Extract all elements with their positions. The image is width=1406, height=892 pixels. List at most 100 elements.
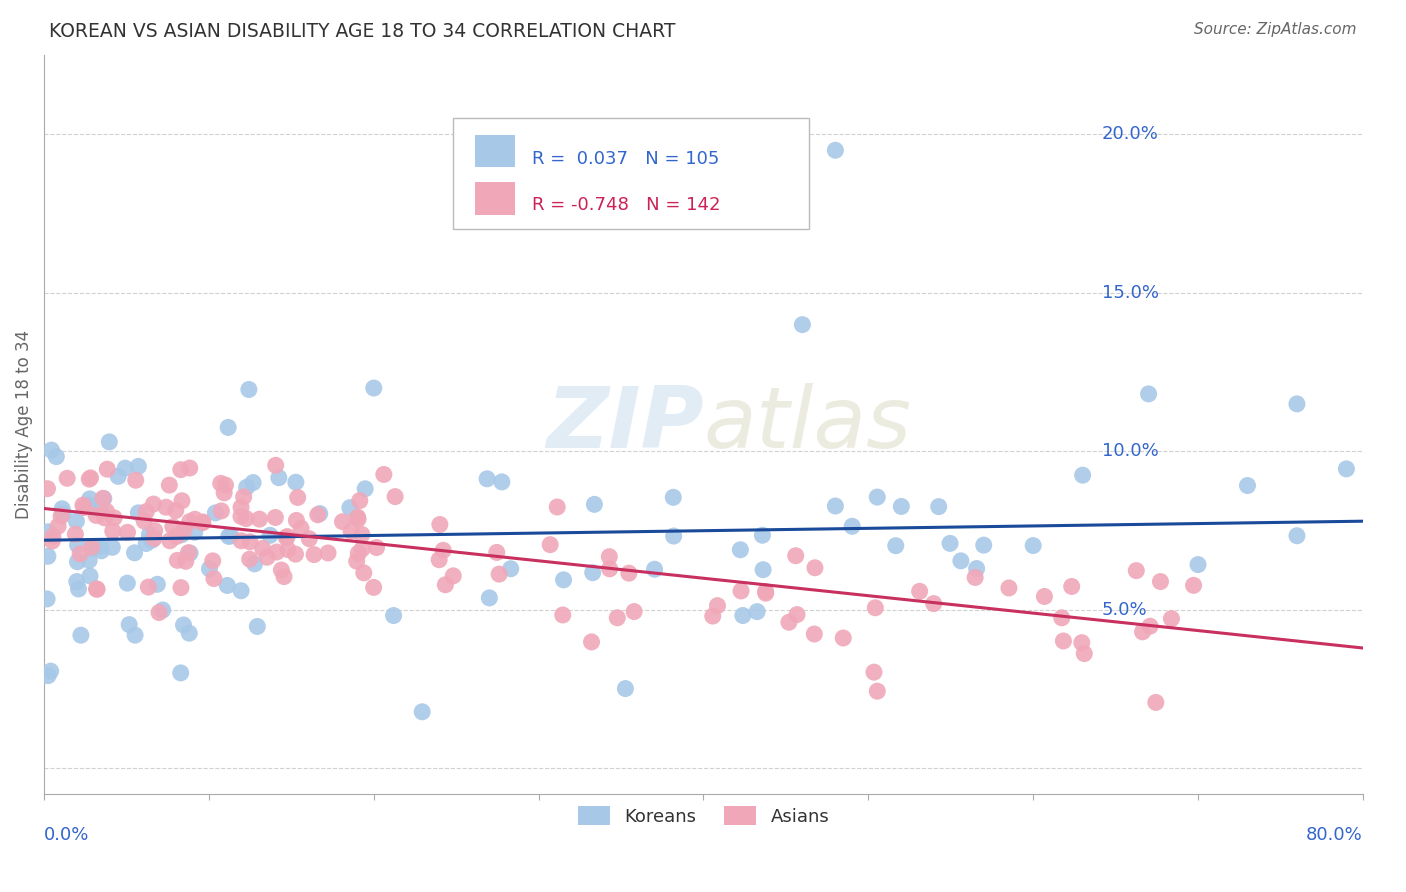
Asians xyxy=(441,569,464,583)
Asians xyxy=(135,504,157,518)
Asians xyxy=(173,523,195,537)
Koreans xyxy=(93,491,115,506)
Asians xyxy=(143,524,166,538)
Koreans xyxy=(229,583,252,598)
Asians xyxy=(346,554,368,568)
Asians xyxy=(170,463,193,477)
Koreans xyxy=(731,608,754,623)
Asians xyxy=(266,545,288,559)
Asians xyxy=(363,581,385,595)
Asians xyxy=(346,510,368,524)
Asians xyxy=(103,510,125,524)
FancyBboxPatch shape xyxy=(475,135,515,167)
FancyBboxPatch shape xyxy=(453,118,808,228)
Text: 80.0%: 80.0% xyxy=(1306,825,1362,844)
Asians xyxy=(159,533,181,548)
Koreans xyxy=(884,539,907,553)
Asians xyxy=(41,533,63,548)
Asians xyxy=(350,527,373,541)
Asians xyxy=(232,490,254,504)
Koreans xyxy=(939,536,962,550)
Asians xyxy=(65,527,87,541)
Asians xyxy=(1182,578,1205,592)
Koreans xyxy=(553,573,575,587)
Koreans xyxy=(173,618,195,632)
Asians xyxy=(434,578,457,592)
Asians xyxy=(702,609,724,624)
Asians xyxy=(598,549,620,564)
Asians xyxy=(1125,564,1147,578)
Asians xyxy=(69,547,91,561)
Koreans xyxy=(730,542,752,557)
Asians xyxy=(256,550,278,565)
Asians xyxy=(922,597,945,611)
Koreans xyxy=(662,491,685,505)
Asians xyxy=(866,684,889,698)
Asians xyxy=(229,509,252,524)
Asians xyxy=(134,514,156,528)
Asians xyxy=(581,635,603,649)
Koreans xyxy=(45,450,67,464)
Text: Source: ZipAtlas.com: Source: ZipAtlas.com xyxy=(1194,22,1357,37)
Koreans xyxy=(411,705,433,719)
Koreans xyxy=(65,514,87,528)
Koreans xyxy=(141,533,163,548)
Koreans xyxy=(582,566,605,580)
Asians xyxy=(270,563,292,577)
Asians xyxy=(863,665,886,680)
Asians xyxy=(349,493,371,508)
Koreans xyxy=(89,540,111,554)
Asians xyxy=(86,582,108,597)
Koreans xyxy=(866,490,889,504)
Text: R = -0.748   N = 142: R = -0.748 N = 142 xyxy=(531,196,720,214)
Koreans xyxy=(1285,529,1308,543)
Text: ZIP: ZIP xyxy=(546,383,703,466)
Koreans xyxy=(146,577,169,591)
Koreans xyxy=(51,501,73,516)
Koreans xyxy=(82,541,104,556)
Asians xyxy=(264,458,287,473)
Asians xyxy=(84,508,107,523)
Asians xyxy=(1160,612,1182,626)
Asians xyxy=(72,498,94,512)
Asians xyxy=(1052,634,1074,648)
Asians xyxy=(1033,590,1056,604)
Asians xyxy=(965,570,987,584)
Asians xyxy=(755,586,778,600)
Asians xyxy=(785,549,807,563)
Koreans xyxy=(824,143,846,157)
Asians xyxy=(803,627,825,641)
Koreans xyxy=(259,528,281,542)
Koreans xyxy=(67,582,90,596)
Asians xyxy=(432,543,454,558)
Koreans xyxy=(170,527,193,541)
Asians xyxy=(285,513,308,527)
Koreans xyxy=(966,561,988,575)
Koreans xyxy=(354,482,377,496)
Asians xyxy=(347,512,370,526)
Koreans xyxy=(52,507,75,521)
Asians xyxy=(138,580,160,594)
Koreans xyxy=(235,480,257,494)
Asians xyxy=(277,542,299,557)
Koreans xyxy=(243,557,266,571)
Asians xyxy=(865,600,887,615)
Text: 0.0%: 0.0% xyxy=(44,825,90,844)
Asians xyxy=(276,531,298,545)
Koreans xyxy=(198,562,221,576)
Asians xyxy=(778,615,800,630)
Legend: Koreans, Asians: Koreans, Asians xyxy=(571,799,837,833)
Asians xyxy=(249,512,271,526)
Asians xyxy=(191,515,214,529)
Koreans xyxy=(614,681,637,696)
Text: 15.0%: 15.0% xyxy=(1102,284,1159,301)
Koreans xyxy=(127,506,149,520)
Asians xyxy=(91,491,114,506)
Asians xyxy=(298,532,321,546)
Koreans xyxy=(1022,539,1045,553)
Koreans xyxy=(86,540,108,554)
Asians xyxy=(37,482,59,496)
Koreans xyxy=(37,524,59,539)
Asians xyxy=(352,541,374,556)
Asians xyxy=(212,486,235,500)
